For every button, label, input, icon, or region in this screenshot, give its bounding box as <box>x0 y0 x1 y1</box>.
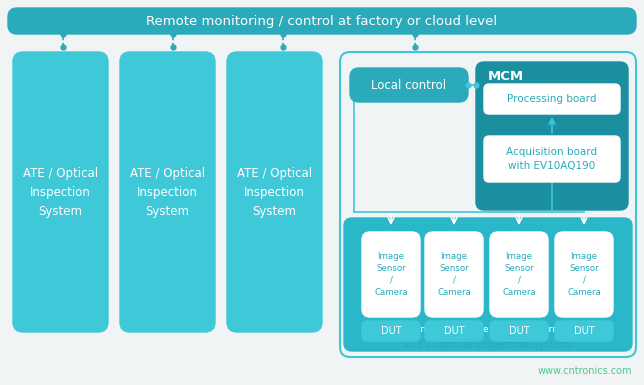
FancyBboxPatch shape <box>344 218 632 351</box>
FancyBboxPatch shape <box>555 321 613 341</box>
Text: Image
Sensor
/
Camera: Image Sensor / Camera <box>567 252 601 297</box>
FancyBboxPatch shape <box>350 68 468 102</box>
FancyBboxPatch shape <box>425 232 483 317</box>
FancyBboxPatch shape <box>8 8 636 34</box>
FancyBboxPatch shape <box>340 52 636 357</box>
FancyBboxPatch shape <box>362 321 420 341</box>
Text: Processing board: Processing board <box>507 94 597 104</box>
FancyBboxPatch shape <box>484 84 620 114</box>
FancyBboxPatch shape <box>120 52 215 332</box>
Text: MCM: MCM <box>488 70 524 82</box>
Text: DUT: DUT <box>574 326 594 336</box>
FancyBboxPatch shape <box>13 52 108 332</box>
Text: Image
Sensor
/
Camera: Image Sensor / Camera <box>437 252 471 297</box>
Text: ATE / Optical Inspection System: ATE / Optical Inspection System <box>405 340 571 350</box>
Text: ATE / Optical
Inspection
System: ATE / Optical Inspection System <box>23 166 98 218</box>
Text: Sensors & Device Under Test Array: Sensors & Device Under Test Array <box>409 325 567 333</box>
FancyBboxPatch shape <box>425 321 483 341</box>
FancyBboxPatch shape <box>227 52 322 332</box>
FancyBboxPatch shape <box>476 62 628 210</box>
FancyBboxPatch shape <box>490 321 548 341</box>
Text: DUT: DUT <box>509 326 529 336</box>
FancyBboxPatch shape <box>555 232 613 317</box>
FancyBboxPatch shape <box>484 136 620 182</box>
FancyBboxPatch shape <box>362 232 420 317</box>
Text: Remote monitoring / control at factory or cloud level: Remote monitoring / control at factory o… <box>146 15 498 27</box>
Text: ATE / Optical
Inspection
System: ATE / Optical Inspection System <box>130 166 205 218</box>
Text: DUT: DUT <box>381 326 401 336</box>
Text: ATE / Optical
Inspection
System: ATE / Optical Inspection System <box>237 166 312 218</box>
Text: DUT: DUT <box>444 326 464 336</box>
Text: Image
Sensor
/
Camera: Image Sensor / Camera <box>502 252 536 297</box>
Text: Acquisition board
with EV10AQ190: Acquisition board with EV10AQ190 <box>506 147 598 171</box>
FancyBboxPatch shape <box>490 232 548 317</box>
Text: www.cntronics.com: www.cntronics.com <box>538 366 632 376</box>
Text: Local control: Local control <box>372 79 446 92</box>
Text: Image
Sensor
/
Camera: Image Sensor / Camera <box>374 252 408 297</box>
